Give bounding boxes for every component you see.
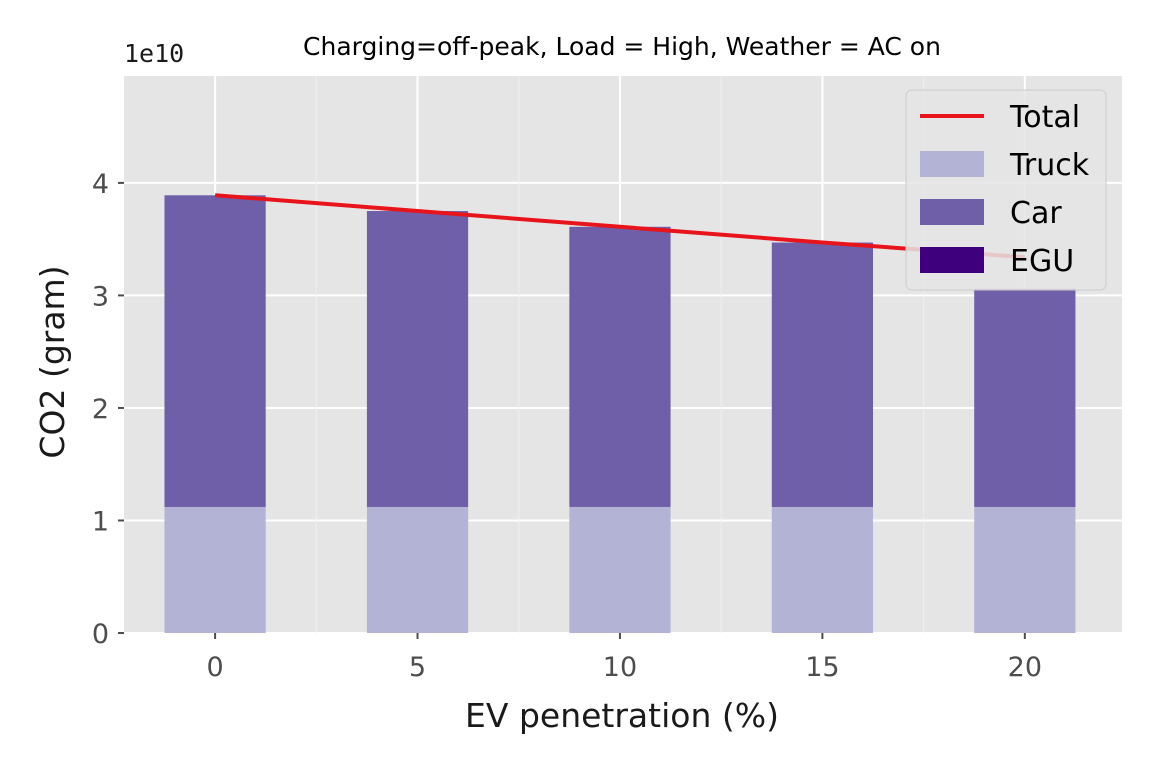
- y-axis-offset-label: 1e10: [124, 39, 184, 68]
- legend-swatch-truck: [920, 151, 984, 177]
- y-tick-label: 0: [92, 619, 109, 650]
- x-tick-label: 15: [805, 652, 839, 683]
- bar-truck: [569, 506, 671, 633]
- bar-car: [771, 242, 874, 507]
- legend-box: [905, 89, 1107, 291]
- bar-car: [164, 195, 266, 507]
- y-tick-label: 2: [92, 394, 109, 425]
- bars-layer: [164, 195, 1076, 633]
- bar-truck: [771, 506, 874, 633]
- legend-label-egu: EGU: [1010, 244, 1074, 279]
- bar-truck: [164, 506, 266, 633]
- ticks-layer: 0 5 10 15 20 0 1 2 3 4: [92, 169, 1042, 683]
- legend: Total Truck Car EGU: [905, 89, 1107, 291]
- x-axis-label: EV penetration (%): [465, 696, 779, 735]
- y-tick-label: 3: [92, 281, 109, 312]
- chart-title: Charging=off-peak, Load = High, Weather …: [303, 32, 941, 61]
- bar-car: [366, 211, 469, 507]
- x-tick-label: 5: [409, 652, 426, 683]
- legend-label-car: Car: [1010, 196, 1062, 231]
- x-tick-label: 10: [603, 652, 637, 683]
- bar-car: [569, 226, 671, 507]
- legend-swatch-egu: [920, 247, 984, 273]
- y-axis-label: CO2 (gram): [33, 265, 72, 458]
- legend-label-total: Total: [1009, 100, 1080, 135]
- line-total: [214, 193, 1025, 260]
- bar-car: [974, 288, 1076, 507]
- bar-truck: [974, 506, 1076, 633]
- x-tick-label: 0: [207, 652, 224, 683]
- bar-truck: [366, 506, 469, 633]
- x-tick-label: 20: [1008, 652, 1042, 683]
- y-tick-label: 4: [92, 169, 109, 200]
- legend-label-truck: Truck: [1009, 148, 1090, 183]
- y-tick-label: 1: [92, 506, 109, 537]
- lines-layer: [214, 193, 1025, 260]
- legend-swatch-car: [920, 199, 984, 225]
